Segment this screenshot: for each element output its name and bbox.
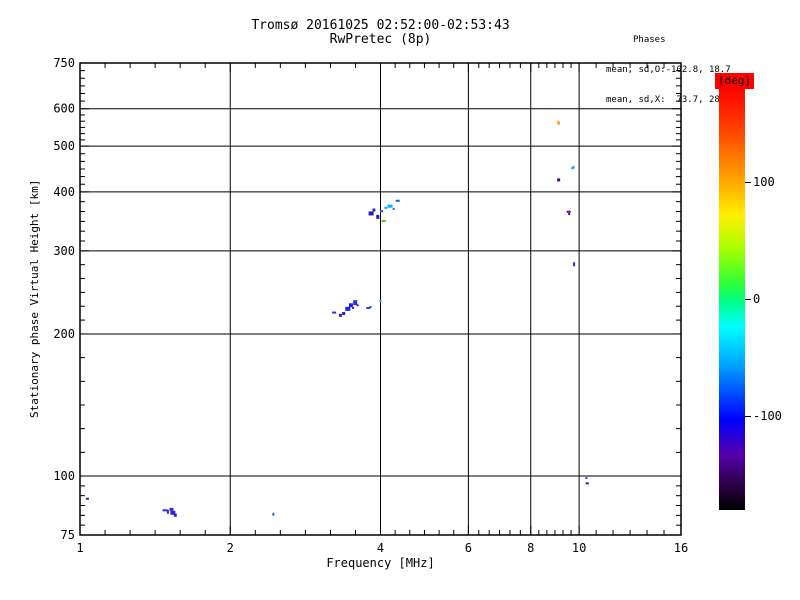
data-point <box>173 513 177 517</box>
y-tick-label: 75 <box>61 528 75 542</box>
colorbar-tick-label: -100 <box>753 409 782 424</box>
data-point <box>169 507 174 511</box>
data-point <box>348 303 353 308</box>
data-point <box>366 306 371 309</box>
colorbar-tick <box>745 416 751 418</box>
data-point <box>369 306 372 309</box>
data-point <box>380 210 384 213</box>
plot-title: Tromsø 20161025 02:52:00-02:53:43 <box>251 18 510 33</box>
data-point <box>345 306 351 311</box>
x-tick-label: 1 <box>76 541 83 555</box>
data-point <box>356 304 359 307</box>
data-point <box>170 510 176 515</box>
data-point <box>379 299 382 302</box>
data-point <box>572 165 575 168</box>
x-tick-label: 10 <box>572 541 586 555</box>
colorbar-title: [deg] <box>715 73 754 89</box>
data-point <box>166 509 169 514</box>
y-tick-label: 750 <box>53 56 75 70</box>
colorbar-tick-label: 100 <box>753 174 775 189</box>
y-axis-label: Stationary phase Virtual Height [km] <box>28 179 41 419</box>
data-point <box>384 206 388 209</box>
y-tick-label: 500 <box>53 139 75 153</box>
data-point <box>376 214 380 219</box>
data-point <box>381 219 386 222</box>
data-point <box>372 208 376 212</box>
data-point <box>272 512 275 516</box>
colorbar-tick <box>745 299 751 300</box>
data-point <box>368 211 374 216</box>
y-tick-label: 300 <box>53 244 75 258</box>
colorbar <box>719 88 745 510</box>
data-point <box>585 477 588 480</box>
y-tick-label: 100 <box>53 469 75 483</box>
data-point <box>557 121 560 125</box>
data-point <box>585 482 589 485</box>
data-point <box>353 300 358 306</box>
data-point <box>573 262 576 267</box>
x-tick-label: 8 <box>527 541 534 555</box>
x-tick-label: 6 <box>465 541 472 555</box>
y-tick-label: 400 <box>53 185 75 199</box>
colorbar-tick <box>745 181 751 183</box>
y-tick-label: 600 <box>53 102 75 116</box>
data-point <box>352 306 355 309</box>
data-point <box>566 210 571 213</box>
data-point <box>568 213 571 216</box>
data-point <box>395 199 400 202</box>
legend-heading: Phases <box>633 35 666 45</box>
x-axis-label: Frequency [MHz] <box>326 556 435 570</box>
x-tick-label: 4 <box>377 541 384 555</box>
data-point <box>85 497 89 500</box>
y-tick-label: 200 <box>53 327 75 341</box>
data-point <box>387 204 393 208</box>
data-point <box>342 311 346 315</box>
data-point <box>571 167 575 170</box>
plot-subtitle: RwPretec (8p) <box>329 32 432 47</box>
data-point <box>332 311 337 314</box>
data-point <box>557 178 561 182</box>
x-tick-label: 2 <box>227 541 234 555</box>
legend-o-mode-stats: mean, sd,O:-102.8, 18.7 <box>606 65 731 75</box>
x-tick-label: 16 <box>674 541 688 555</box>
data-point <box>392 207 395 210</box>
data-point <box>338 313 342 317</box>
colorbar-tick-label: 0 <box>753 292 761 306</box>
data-point <box>162 509 168 512</box>
